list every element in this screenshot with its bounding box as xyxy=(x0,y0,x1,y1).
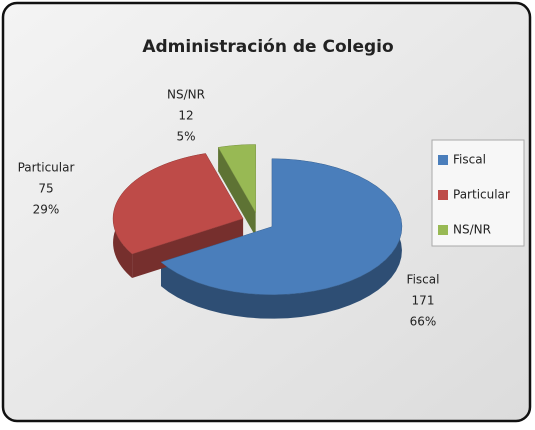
legend-swatch xyxy=(438,155,448,165)
data-label-percent: 5% xyxy=(176,130,195,144)
data-label-name: NS/NR xyxy=(167,88,205,102)
slice xyxy=(160,158,403,295)
data-label-percent: 66% xyxy=(410,315,437,329)
slice-wall xyxy=(132,218,244,278)
chart-frame xyxy=(1,1,532,423)
data-label-value: 75 xyxy=(38,182,53,196)
data-label-value: 12 xyxy=(178,109,193,123)
data-label-percent: 29% xyxy=(33,203,60,217)
chart-title: Administración de Colegio xyxy=(142,37,393,57)
data-label-value: 171 xyxy=(412,294,435,308)
legend-swatch xyxy=(438,225,448,235)
legend-label: Particular xyxy=(453,188,510,202)
legend-swatch xyxy=(438,190,448,200)
legend-label: NS/NR xyxy=(453,223,491,237)
legend-label: Fiscal xyxy=(453,153,486,167)
data-label-name: Particular xyxy=(18,161,75,175)
slice xyxy=(217,144,256,214)
slice xyxy=(112,153,244,255)
data-label-name: Fiscal xyxy=(407,273,440,287)
